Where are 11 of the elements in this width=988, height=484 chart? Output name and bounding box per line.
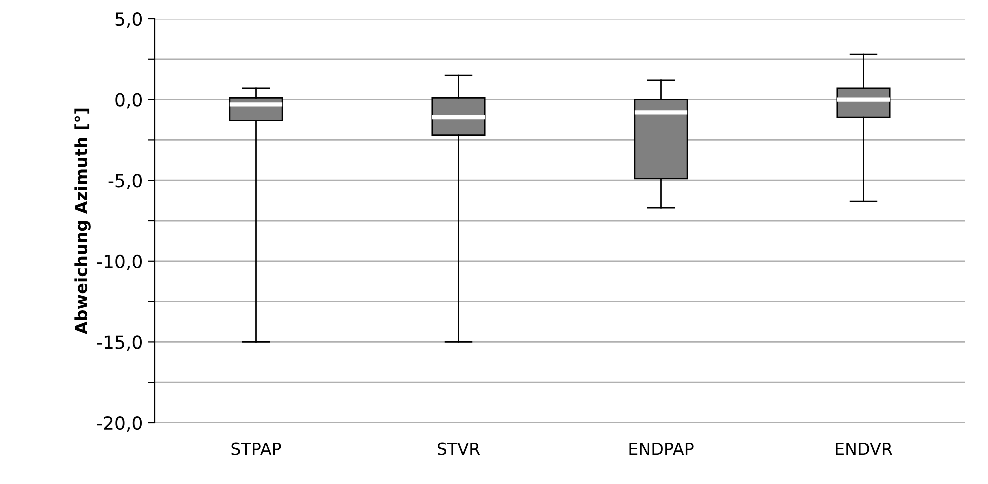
x-tick-label: STVR [438, 442, 480, 456]
y-tick-label: -15,0 [97, 336, 142, 352]
x-tick-label: ENDVR [836, 442, 893, 456]
y-tick-label: -20,0 [97, 416, 142, 432]
x-tick-label: ENDPAP [630, 442, 694, 456]
x-tick-label: STPAP [232, 442, 282, 456]
y-tick-label: 0,0 [116, 93, 142, 109]
y-tick-label: 5,0 [116, 12, 142, 28]
y-tick-label: -10,0 [97, 254, 142, 270]
y-axis-title: Abweichung Azimuth [°] [74, 108, 91, 335]
y-tick-label: -5,0 [108, 174, 142, 190]
